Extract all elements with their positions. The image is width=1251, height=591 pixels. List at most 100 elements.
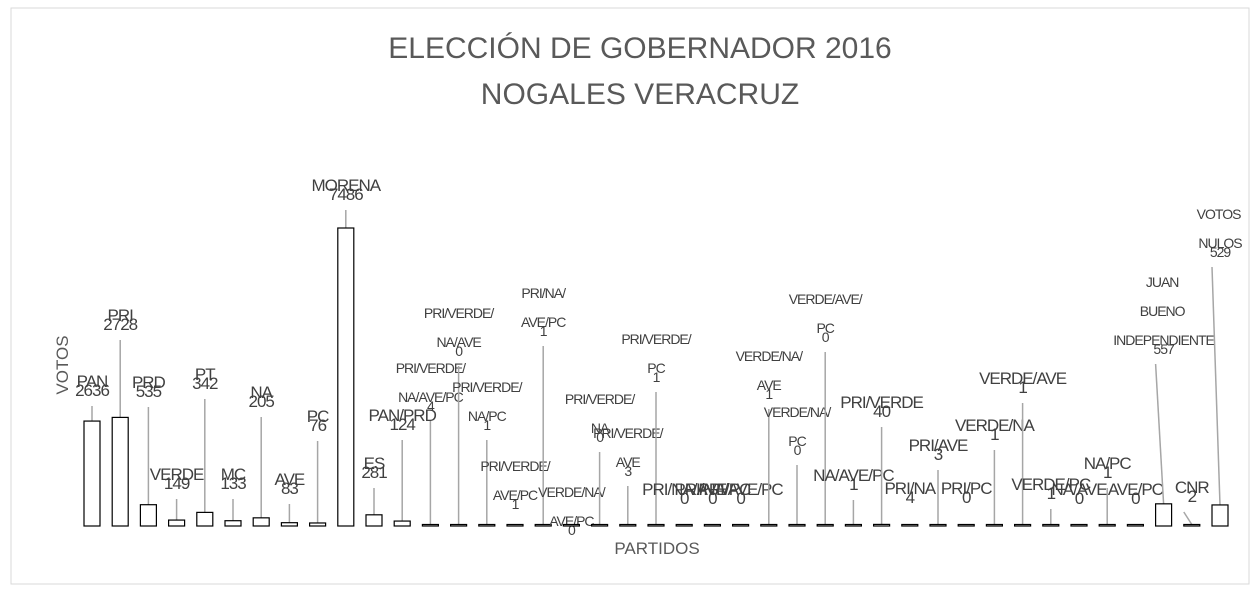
value-label: 4: [427, 398, 435, 414]
category-line: AVE: [616, 454, 641, 470]
category-line: MORENA: [311, 176, 381, 195]
category-label: VOTOS NULOS: [1197, 206, 1244, 251]
bar: [1042, 523, 1060, 527]
category-label: NA/AVE/PC: [813, 466, 894, 485]
category-line: PRI/NA/: [521, 285, 566, 301]
category-label: PRI/VERDE/AVE/PC: [480, 458, 550, 503]
category-label: PRI: [108, 306, 134, 325]
x-axis-label: PARTIDOS: [614, 539, 699, 558]
category-line: PRI/NA/PC: [674, 480, 751, 499]
bar: [562, 523, 581, 527]
category-label: PRI/NA/AVE/PC: [521, 285, 566, 330]
category-label: PRI/AVE/PC: [699, 480, 784, 499]
category-line: AVE/PC: [493, 487, 538, 503]
bar: [1211, 504, 1229, 527]
category-line: PRI/NA/AVE: [642, 480, 727, 499]
category-label: ES: [364, 454, 385, 473]
category-line: PRI/VERDE/: [452, 379, 522, 395]
category-label: AVE: [275, 470, 305, 489]
category-label: PT: [195, 365, 215, 384]
value-label: 529: [1210, 244, 1232, 260]
bar: [534, 523, 552, 527]
category-line: PRI: [108, 306, 134, 325]
category-label: VERDE/AVE: [979, 369, 1067, 388]
category-label: VERDE/NA: [955, 416, 1036, 435]
category-label: PRI/NA: [884, 479, 936, 498]
value-label: 0: [736, 489, 745, 508]
category-line: PC: [816, 320, 834, 336]
category-label: PRI/VERDE/NA/AVE: [424, 305, 494, 350]
bar: [844, 523, 863, 527]
category-label: VERDE: [150, 465, 204, 484]
category-line: NULOS: [1198, 235, 1242, 251]
bar: [309, 522, 327, 527]
bar: [224, 520, 242, 527]
bar: [1126, 523, 1145, 527]
category-line: PC: [788, 433, 806, 449]
value-label: 1: [1018, 378, 1027, 397]
value-label: 205: [249, 392, 275, 411]
category-label: NA/PC: [1084, 454, 1132, 473]
value-label: 124: [390, 415, 416, 434]
category-line: AVE/PC: [1108, 480, 1164, 499]
bar: [590, 523, 609, 527]
bar: [760, 523, 778, 527]
bar: [675, 523, 693, 527]
category-label: AVE/PC: [1108, 480, 1164, 499]
category-line: PRI/VERDE: [840, 393, 923, 412]
value-label: 2: [1188, 487, 1197, 506]
value-label: 1: [1047, 484, 1056, 503]
category-line: NA/PC: [468, 408, 507, 424]
value-label: 2636: [75, 381, 109, 400]
category-label: PRD: [132, 373, 166, 392]
category-line: PC: [307, 407, 329, 426]
value-label: 1: [1103, 463, 1112, 482]
bar: [957, 523, 975, 527]
category-label: JUAN BUENO INDEPENDIENTE: [1113, 274, 1214, 348]
value-label: 1: [512, 496, 520, 512]
value-label: 535: [136, 382, 162, 401]
category-line: NA/AVE: [436, 334, 481, 350]
category-line: PRI/VERDE/: [593, 425, 663, 441]
value-label: 0: [455, 343, 463, 359]
bar: [901, 523, 919, 527]
value-label: 0: [680, 489, 689, 508]
bar: [1013, 523, 1032, 527]
category-label: VERDE/PC: [1011, 475, 1091, 494]
category-line: VERDE/NA/: [764, 404, 832, 420]
category-line: PRI/VERDE/: [424, 305, 494, 321]
bar: [280, 522, 298, 527]
bar: [1098, 523, 1116, 527]
category-line: BUENO: [1140, 303, 1188, 319]
category-label: PRI/VERDE: [840, 393, 923, 412]
category-label: VERDE/NA/AVE: [736, 348, 804, 393]
value-label: 0: [962, 488, 971, 507]
value-label: 83: [281, 479, 298, 498]
value-label: 1: [849, 475, 858, 494]
value-label: 342: [192, 374, 218, 393]
chart-title: NOGALES VERACRUZ: [481, 78, 799, 111]
bar: [816, 523, 834, 527]
category-line: AVE/PC: [549, 513, 594, 529]
leader-line: [1211, 266, 1221, 505]
value-label: 557: [1153, 341, 1175, 357]
value-label: 0: [708, 489, 717, 508]
category-line: VERDE/PC: [1011, 475, 1091, 494]
value-label: 40: [873, 402, 890, 421]
bar: [703, 523, 722, 527]
bar: [111, 416, 129, 527]
bar: [929, 523, 947, 527]
bar: [985, 523, 1004, 527]
value-label: 1: [540, 323, 548, 339]
value-label: 3: [624, 463, 632, 479]
category-label: PAN: [77, 372, 108, 391]
bar: [450, 523, 468, 527]
bar: [168, 519, 186, 527]
category-label: VERDE/NA/PC: [764, 404, 832, 449]
value-label: 0: [1131, 489, 1140, 508]
category-line: PRI/VERDE/: [480, 458, 550, 474]
category-line: AVE: [275, 470, 305, 489]
chart-frame: [10, 7, 1250, 585]
category-line: VERDE/AVE/: [789, 291, 863, 307]
category-label: PRI/VERDE/NA/PC: [452, 379, 522, 424]
